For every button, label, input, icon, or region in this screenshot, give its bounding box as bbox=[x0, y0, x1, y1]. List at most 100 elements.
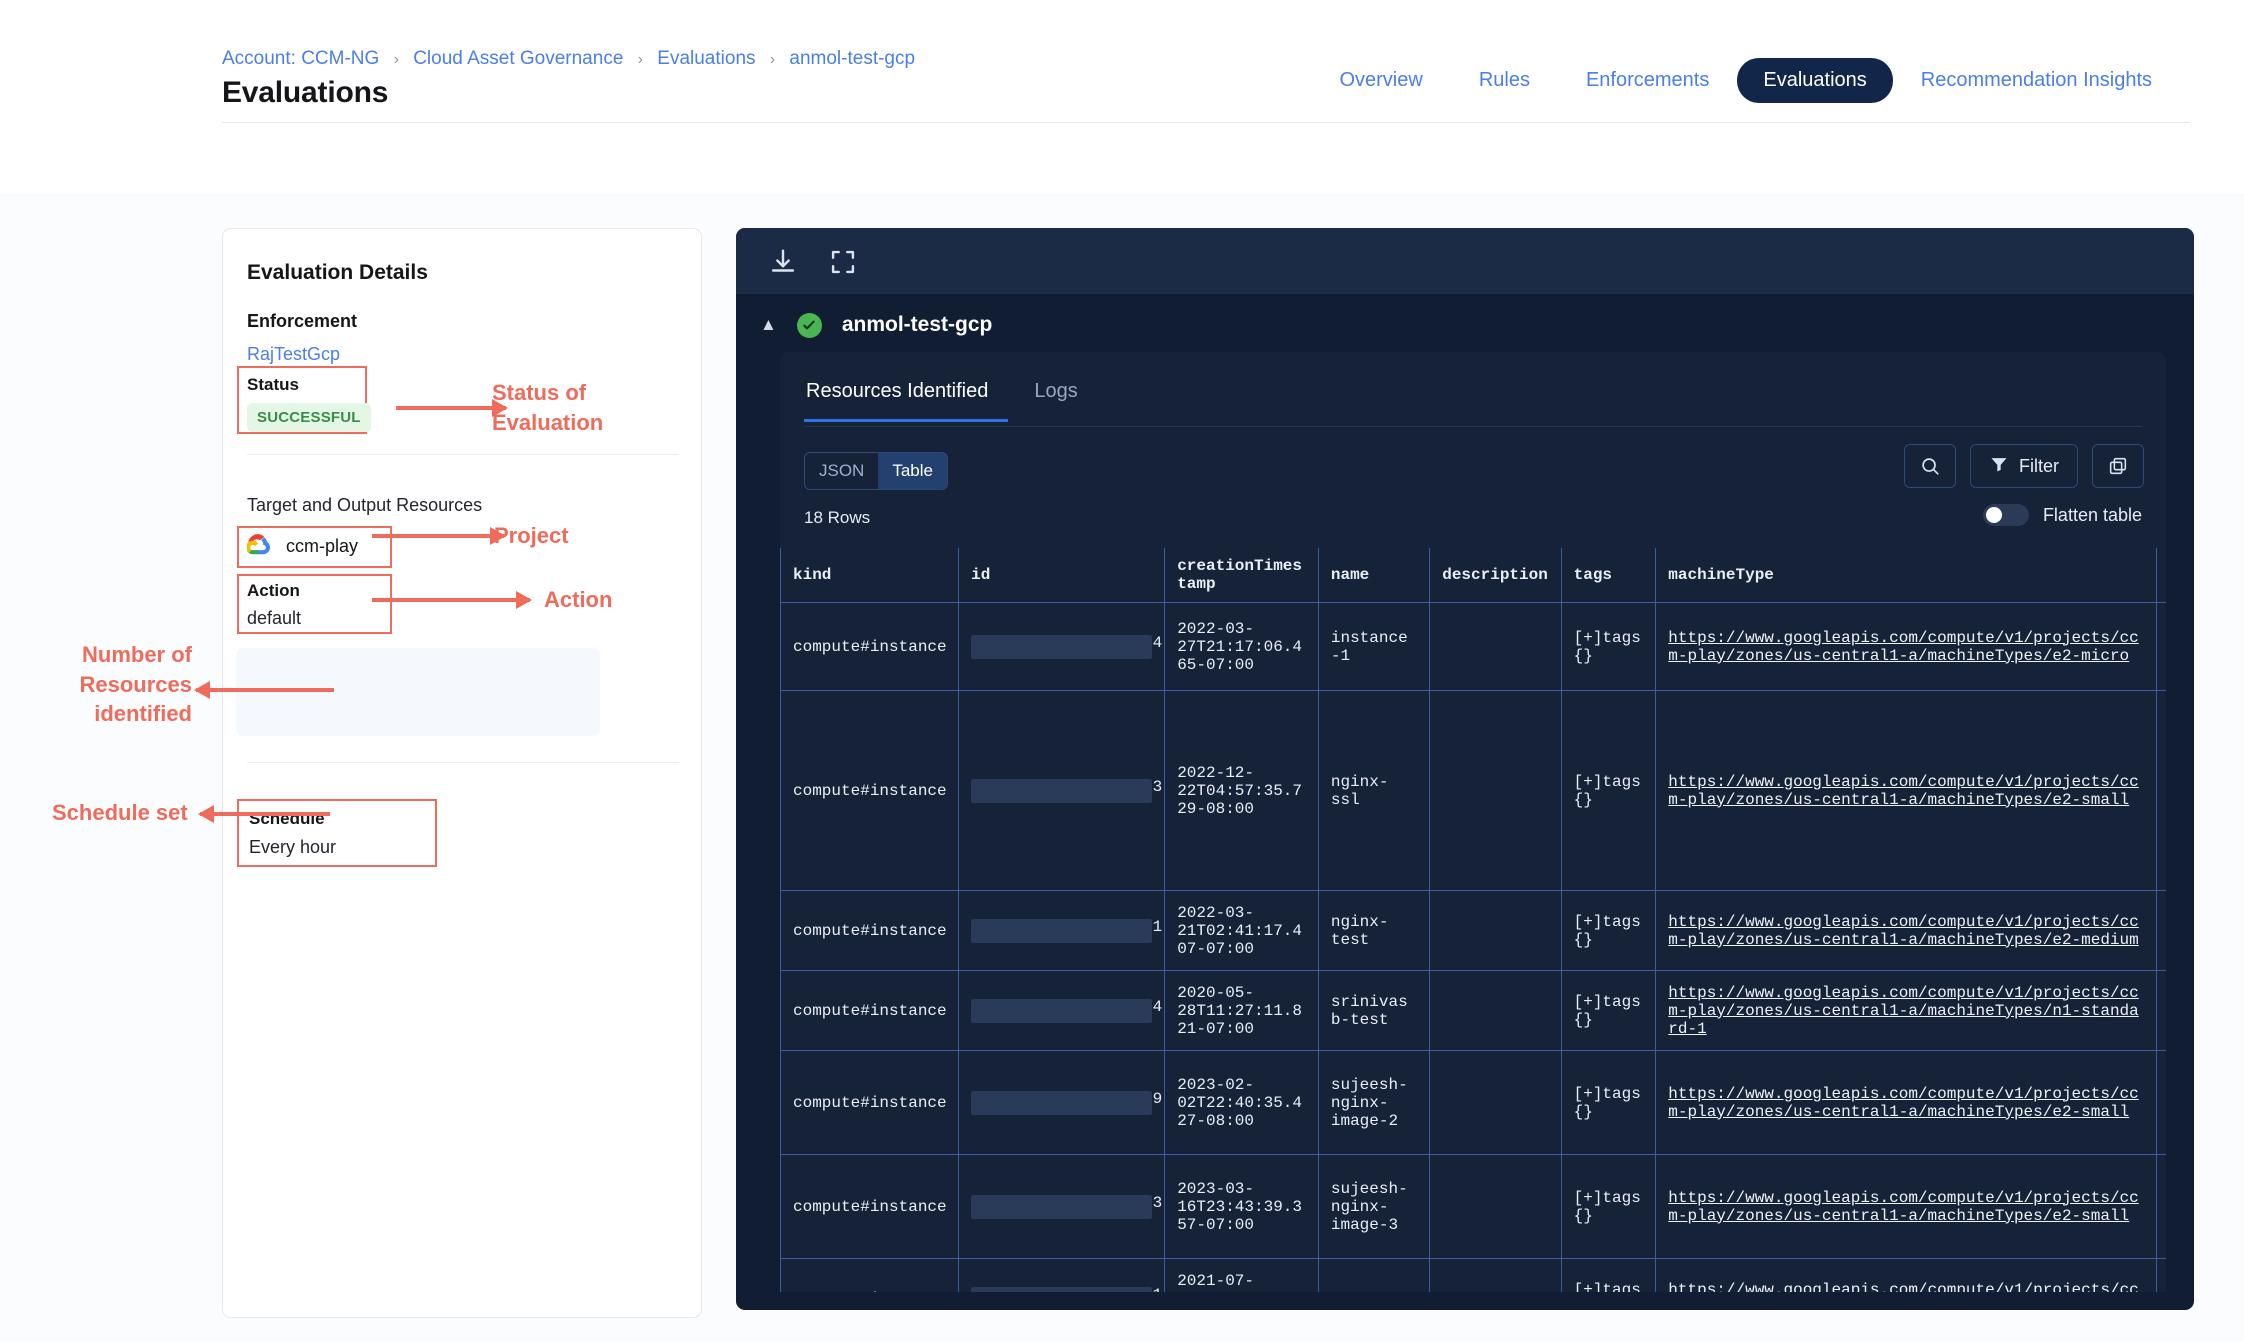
cell-id: 3 bbox=[958, 690, 1166, 891]
cell-kind: compute#instance bbox=[780, 890, 960, 971]
breadcrumb-separator-icon: › bbox=[393, 51, 399, 68]
cell-name: sujeesh-nginx-image-2 bbox=[1317, 1050, 1431, 1155]
column-header-id[interactable]: id bbox=[958, 548, 1166, 603]
redacted-id: 4 bbox=[971, 998, 1162, 1023]
table-row[interactable]: compute#instance 3 2022-12-22T04:57:35.729… bbox=[780, 690, 2166, 891]
breadcrumb-item-account[interactable]: Account: CCM-NG bbox=[222, 48, 380, 69]
table-row[interactable]: compute#instance 4 2022-03-27T21:17:06.465… bbox=[780, 602, 2166, 691]
annotation-arrow-action bbox=[372, 591, 532, 609]
resources-table-scroll[interactable]: kind id creationTimestamp name descripti… bbox=[780, 548, 2166, 1292]
breadcrumb-item-evaluations[interactable]: Evaluations bbox=[657, 48, 756, 69]
chevron-up-icon[interactable]: ▲ bbox=[760, 315, 777, 334]
action-highlight-box bbox=[237, 574, 392, 634]
nav-evaluations[interactable]: Evaluations bbox=[1737, 58, 1893, 103]
download-icon[interactable] bbox=[766, 245, 800, 279]
table-row[interactable]: compute#instance 3 2023-03-16T23:43:39.357… bbox=[780, 1154, 2166, 1259]
resources-identified-card bbox=[236, 648, 600, 736]
view-mode-toggle: JSON Table bbox=[804, 452, 948, 490]
cell-status: TERM bbox=[2156, 602, 2166, 691]
page-title: Evaluations bbox=[222, 76, 389, 109]
table-row[interactable]: compute#instance 4 2020-05-28T11:27:11.821… bbox=[780, 970, 2166, 1051]
cell-id: 9 bbox=[958, 1050, 1166, 1155]
cell-kind: compute#instance bbox=[780, 690, 960, 891]
redacted-id: 9 bbox=[971, 1090, 1162, 1115]
project-row[interactable]: ccm-play bbox=[245, 533, 358, 560]
flatten-table-toggle[interactable] bbox=[1982, 504, 2029, 526]
annotation-action: Action bbox=[544, 587, 613, 612]
annotation-arrow-project bbox=[372, 527, 506, 545]
cell-creation-timestamp: 2023-02-02T22:40:35.427-08:00 bbox=[1164, 1050, 1319, 1155]
cell-id: 3 bbox=[958, 1154, 1166, 1259]
cell-kind: compute#instance bbox=[780, 1050, 960, 1155]
tab-logs[interactable]: Logs bbox=[1034, 380, 1078, 402]
table-row[interactable]: compute#instance 12021-07-02T02:27:11.218… bbox=[780, 1258, 2166, 1293]
cell-creation-timestamp: 2022-12-22T04:57:35.729-08:00 bbox=[1164, 690, 1319, 891]
cell-status: TERM bbox=[2156, 1154, 2166, 1259]
machine-type-link[interactable]: https://www.googleapis.com/compute/v1/pr… bbox=[1668, 628, 2139, 665]
redacted-id: 1 bbox=[971, 918, 1162, 943]
machine-type-link[interactable]: https://www.googleapis.com/compute/v1/pr… bbox=[1668, 1280, 2139, 1293]
top-header: Account: CCM-NG › Cloud Asset Governance… bbox=[0, 0, 2244, 124]
cell-machine-type: https://www.googleapis.com/compute/v1/pr… bbox=[1655, 1050, 2158, 1155]
cell-description bbox=[1429, 970, 1562, 1051]
tab-resources-identified[interactable]: Resources Identified bbox=[804, 380, 1009, 422]
table-body: compute#instance 4 2022-03-27T21:17:06.465… bbox=[780, 602, 2166, 1293]
column-header-creationtimestamp[interactable]: creationTimestamp bbox=[1164, 548, 1319, 603]
cell-name: nginx-ssl bbox=[1317, 690, 1431, 891]
flatten-table-label: Flatten table bbox=[2042, 504, 2142, 525]
cell-name: instance-1 bbox=[1317, 602, 1431, 691]
machine-type-link[interactable]: https://www.googleapis.com/compute/v1/pr… bbox=[1668, 912, 2139, 949]
filter-button[interactable]: Filter bbox=[1970, 444, 2078, 488]
cell-tags: [+]tags{} bbox=[1560, 970, 1657, 1051]
column-header-kind[interactable]: kind bbox=[780, 548, 960, 603]
status-label: Status bbox=[247, 375, 299, 394]
view-mode-json[interactable]: JSON bbox=[819, 461, 865, 480]
header-divider bbox=[222, 122, 2190, 123]
action-label: Action bbox=[247, 581, 300, 600]
schedule-value: Every hour bbox=[249, 837, 337, 857]
enforcement-link[interactable]: RajTestGcp bbox=[247, 344, 341, 364]
copy-icon[interactable] bbox=[2092, 444, 2144, 488]
cell-tags: [+]tags{} bbox=[1560, 1154, 1657, 1259]
schedule-highlight-box bbox=[237, 799, 437, 867]
filter-icon bbox=[1989, 454, 2009, 479]
nav-rules[interactable]: Rules bbox=[1478, 69, 1530, 91]
cell-machine-type: https://www.googleapis.com/compute/v1/pr… bbox=[1655, 690, 2158, 891]
cell-tags: [+]tags{} bbox=[1560, 602, 1657, 691]
view-mode-table[interactable]: Table bbox=[878, 453, 947, 489]
expand-icon[interactable] bbox=[826, 245, 860, 279]
cell-id: 4 bbox=[958, 970, 1166, 1051]
search-icon[interactable] bbox=[1904, 444, 1956, 488]
cell-description bbox=[1429, 602, 1562, 691]
table-row[interactable]: compute#instance 9 2023-02-02T22:40:35.427… bbox=[780, 1050, 2166, 1155]
column-header-machinetype[interactable]: machineType bbox=[1655, 548, 2158, 603]
machine-type-link[interactable]: https://www.googleapis.com/compute/v1/pr… bbox=[1668, 1188, 2139, 1225]
sub-header: anmol-test-gcp Evaluated at: 2 months ag… bbox=[0, 124, 2244, 317]
nav-enforcements[interactable]: Enforcements bbox=[1585, 69, 1710, 91]
panel-title-row[interactable]: ▲ anmol-test-gcp bbox=[736, 294, 2194, 356]
redacted-id: 3 bbox=[971, 1194, 1162, 1219]
table-header-row: kind id creationTimestamp name descripti… bbox=[780, 548, 2166, 603]
cell-creation-timestamp: 2022-03-27T21:17:06.465-07:00 bbox=[1164, 602, 1319, 691]
breadcrumb-item-cloud-asset-governance[interactable]: Cloud Asset Governance bbox=[413, 48, 624, 69]
column-header-description[interactable]: description bbox=[1429, 548, 1562, 603]
enforcement-label: Enforcement bbox=[247, 311, 358, 331]
nav-recommendation-insights[interactable]: Recommendation Insights bbox=[1920, 69, 2152, 91]
cell-status: TERM bbox=[2156, 1258, 2166, 1292]
annotation-resources: Number of Resources identified bbox=[79, 642, 192, 727]
cell-kind: compute#instance bbox=[780, 970, 960, 1051]
flatten-table-control[interactable]: Flatten table bbox=[1982, 504, 2142, 526]
cell-name: nginx-test bbox=[1317, 890, 1431, 971]
machine-type-link[interactable]: https://www.googleapis.com/compute/v1/pr… bbox=[1668, 1084, 2139, 1121]
panel-toolbar bbox=[736, 228, 2194, 294]
column-header-status[interactable]: stat bbox=[2156, 548, 2166, 603]
nav-overview[interactable]: Overview bbox=[1339, 69, 1423, 91]
machine-type-link[interactable]: https://www.googleapis.com/compute/v1/pr… bbox=[1668, 983, 2139, 1038]
column-header-name[interactable]: name bbox=[1317, 548, 1431, 603]
redacted-id: 3 bbox=[971, 778, 1162, 803]
machine-type-link[interactable]: https://www.googleapis.com/compute/v1/pr… bbox=[1668, 772, 2139, 809]
column-header-tags[interactable]: tags bbox=[1560, 548, 1657, 603]
details-divider-1 bbox=[247, 454, 679, 455]
breadcrumb-item-current[interactable]: anmol-test-gcp bbox=[789, 48, 916, 69]
table-row[interactable]: compute#instance 1 2022-03-21T02:41:17.407… bbox=[780, 890, 2166, 971]
